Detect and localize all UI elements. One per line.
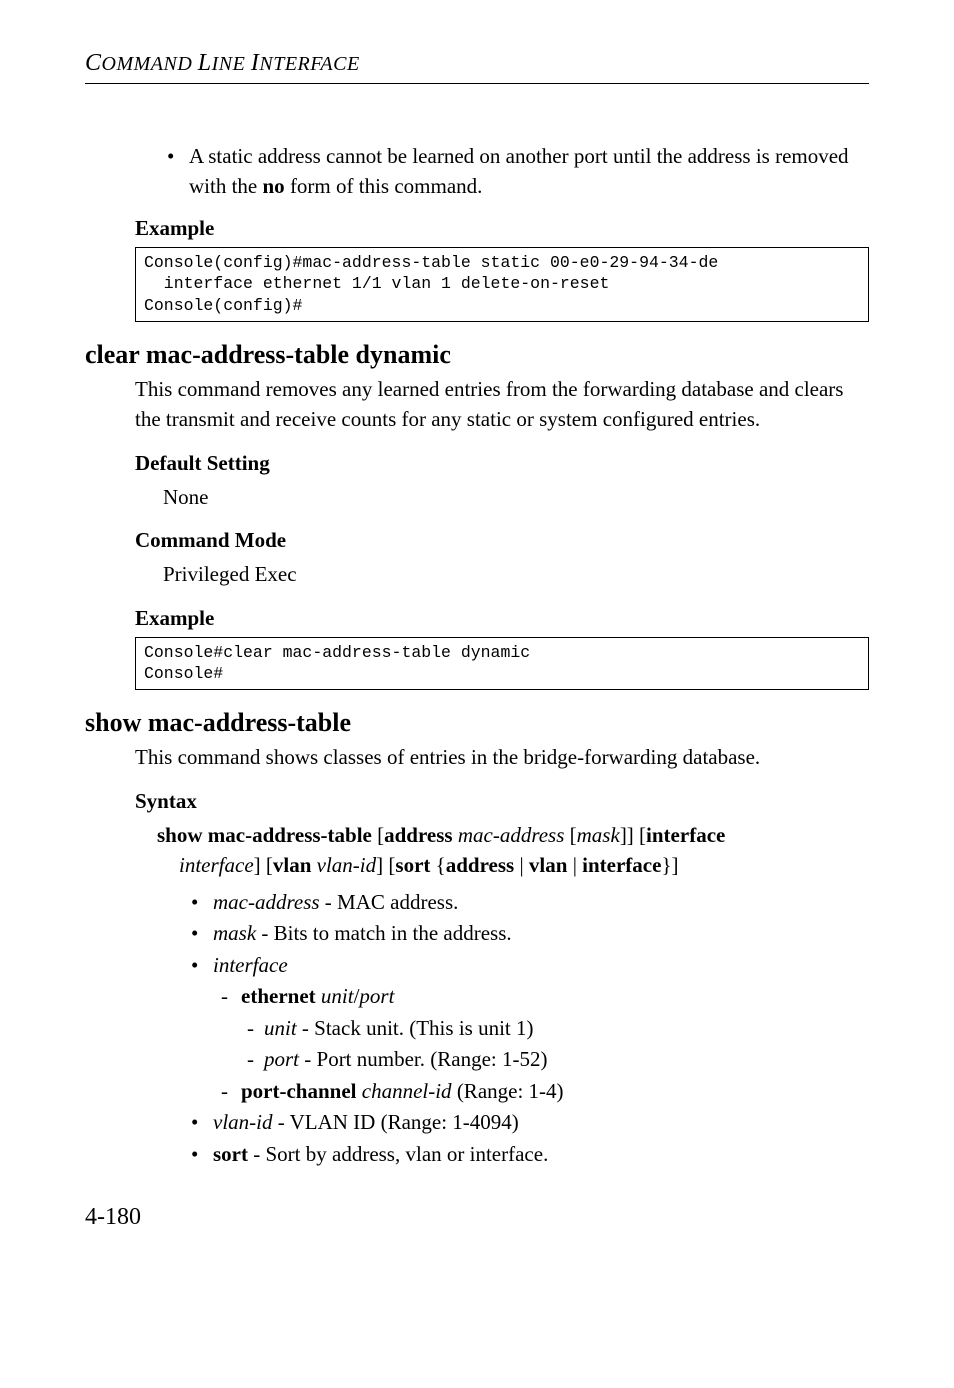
interface-sublist: - ethernet unit/port - unit - Stack unit…	[221, 981, 869, 1107]
li-port: - port - Port number. (Range: 1-52)	[247, 1044, 869, 1076]
vlan-t: - VLAN ID (Range: 1-4094)	[272, 1110, 518, 1134]
sy-iface2: interface	[179, 853, 254, 877]
syntax-line-2: interface] [vlan vlan-id] [sort {address…	[179, 850, 869, 880]
port-t: - Port number. (Range: 1-52)	[299, 1047, 547, 1071]
li-mask-text: mask - Bits to match in the address.	[213, 918, 512, 950]
code-block-1: Console(config)#mac-address-table static…	[135, 247, 869, 322]
syntax-heading: Syntax	[135, 789, 869, 814]
dot4: •	[191, 1107, 199, 1139]
sy-vlanid: vlan-id	[317, 853, 376, 877]
param-list: • mac-address - MAC address. • mask - Bi…	[191, 887, 869, 1171]
dash2: -	[221, 1076, 231, 1108]
rh-c1: C	[85, 50, 102, 76]
sy-o1: [	[372, 823, 384, 847]
sy-vlan: vlan	[273, 853, 312, 877]
sy-p2: |	[567, 853, 582, 877]
li-mask-i: mask	[213, 921, 256, 945]
li-unit-text: unit - Stack unit. (This is unit 1)	[264, 1013, 534, 1045]
sy-iface: interface	[646, 823, 725, 847]
pc-t: (Range: 1-4)	[452, 1079, 564, 1103]
sy-iface3: interface	[582, 853, 661, 877]
rh-t2: INE	[212, 53, 251, 75]
pc-arg: channel-id	[357, 1079, 452, 1103]
dot5: •	[191, 1139, 199, 1171]
command-mode-heading: Command Mode	[135, 528, 869, 553]
bullet-dot: •	[167, 142, 175, 202]
sy-addr2: address	[446, 853, 514, 877]
rh-c2: L	[198, 50, 212, 76]
example-heading-2: Example	[135, 606, 869, 631]
li-vlan-text: vlan-id - VLAN ID (Range: 1-4094)	[213, 1107, 519, 1139]
li-ethernet: - ethernet unit/port	[221, 981, 869, 1013]
sy-o2: [	[564, 823, 576, 847]
sort-kw: sort	[213, 1142, 248, 1166]
eth-kw: ethernet	[241, 984, 316, 1008]
dash1: -	[221, 981, 231, 1013]
li-eth-text: ethernet unit/port	[241, 981, 394, 1013]
li-interface: • interface	[191, 950, 869, 982]
page-number: 4-180	[85, 1204, 869, 1231]
li-sort-text: sort - Sort by address, vlan or interfac…	[213, 1139, 548, 1171]
section-clear-mac: clear mac-address-table dynamic	[85, 340, 869, 370]
eth-arg: unit	[316, 984, 354, 1008]
top-bullet: • A static address cannot be learned on …	[167, 142, 869, 202]
rh-t3: NTERFACE	[259, 53, 359, 75]
li-mac-text: mac-address - MAC address.	[213, 887, 458, 919]
bt-no: no	[263, 174, 285, 198]
dot3: •	[191, 950, 199, 982]
dash-p: -	[247, 1044, 254, 1076]
section-show-mac: show mac-address-table	[85, 708, 869, 738]
dot1: •	[191, 887, 199, 919]
sy-p1: |	[514, 853, 529, 877]
li-mac-i: mac-address	[213, 890, 320, 914]
rh-t1: OMMAND	[102, 53, 198, 75]
eth-port: port	[359, 984, 394, 1008]
li-vlan-id: • vlan-id - VLAN ID (Range: 1-4094)	[191, 1107, 869, 1139]
unit-t: - Stack unit. (This is unit 1)	[297, 1016, 534, 1040]
syntax-line-1: show mac-address-table [address mac-addr…	[157, 820, 869, 850]
sy-mask: mask	[577, 823, 620, 847]
default-setting-value: None	[163, 482, 869, 512]
unit-i: unit	[264, 1016, 297, 1040]
code-block-2: Console#clear mac-address-table dynamic …	[135, 637, 869, 691]
li-sort: • sort - Sort by address, vlan or interf…	[191, 1139, 869, 1171]
li-mask: • mask - Bits to match in the address.	[191, 918, 869, 950]
li-unit: - unit - Stack unit. (This is unit 1)	[247, 1013, 869, 1045]
vlan-i: vlan-id	[213, 1110, 272, 1134]
li-iface-i: interface	[213, 950, 288, 982]
dot2: •	[191, 918, 199, 950]
sy-c2: ]] [	[620, 823, 646, 847]
li-port-text: port - Port number. (Range: 1-52)	[264, 1044, 547, 1076]
sy-bo: {	[430, 853, 445, 877]
sort-t: - Sort by address, vlan or interface.	[248, 1142, 548, 1166]
default-setting-heading: Default Setting	[135, 451, 869, 476]
sy-sort: sort	[395, 853, 430, 877]
li-mac-address: • mac-address - MAC address.	[191, 887, 869, 919]
sy-bc: }]	[661, 853, 678, 877]
bt-b: form of this command.	[285, 174, 483, 198]
li-mac-t: - MAC address.	[320, 890, 459, 914]
sy-cmd: show mac-address-table	[157, 823, 372, 847]
command-mode-value: Privileged Exec	[163, 559, 869, 589]
port-i: port	[264, 1047, 299, 1071]
li-pc-text: port-channel channel-id (Range: 1-4)	[241, 1076, 564, 1108]
sy-c3: ] [	[254, 853, 273, 877]
sy-mac: mac-address	[458, 823, 565, 847]
clear-description: This command removes any learned entries…	[135, 374, 869, 435]
li-mask-t: - Bits to match in the address.	[256, 921, 511, 945]
sy-vlan2: vlan	[529, 853, 568, 877]
running-header: COMMAND LINE INTERFACE	[85, 50, 869, 84]
ethernet-sublist: - unit - Stack unit. (This is unit 1) - …	[247, 1013, 869, 1076]
bullet-text: A static address cannot be learned on an…	[189, 142, 869, 202]
syntax-block: show mac-address-table [address mac-addr…	[157, 820, 869, 1170]
li-port-channel: - port-channel channel-id (Range: 1-4)	[221, 1076, 869, 1108]
pc-kw: port-channel	[241, 1079, 357, 1103]
dash-u: -	[247, 1013, 254, 1045]
show-description: This command shows classes of entries in…	[135, 742, 869, 772]
example-heading-1: Example	[135, 216, 869, 241]
sy-addr: address	[384, 823, 452, 847]
sy-c4: ] [	[376, 853, 395, 877]
